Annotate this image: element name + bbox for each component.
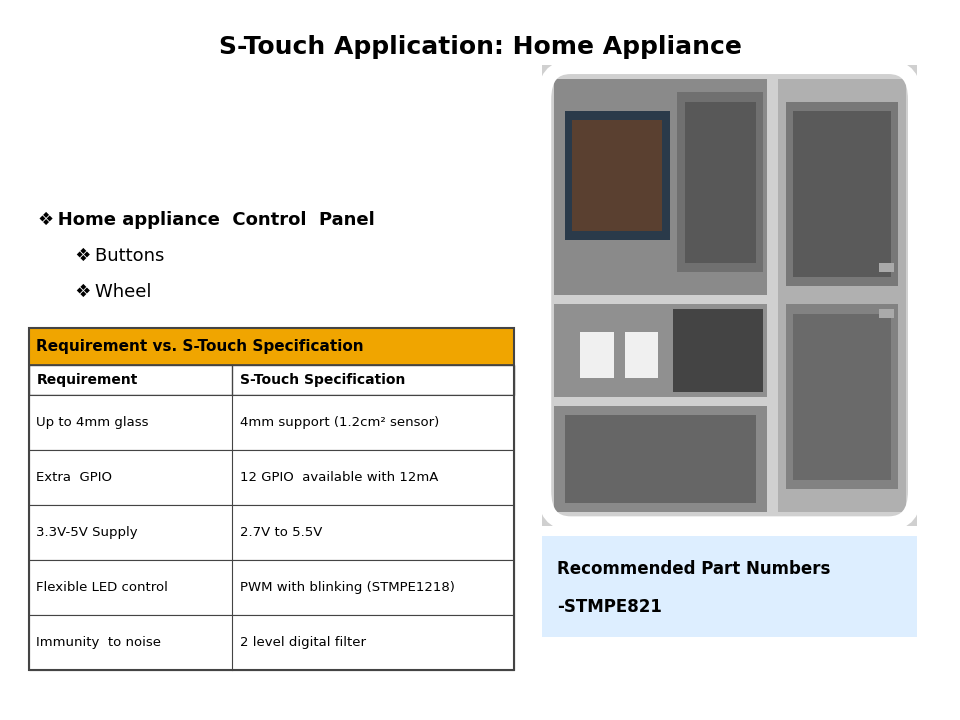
Bar	[684, 102, 756, 263]
Bar	[572, 120, 662, 230]
Text: Requirement vs. S-Touch Specification: Requirement vs. S-Touch Specification	[36, 339, 364, 354]
Bar	[785, 102, 898, 286]
Text: S-Touch Application: Home Appliance: S-Touch Application: Home Appliance	[219, 35, 741, 59]
Text: 2 level digital filter: 2 level digital filter	[240, 636, 366, 649]
Text: 3.3V-5V Supply: 3.3V-5V Supply	[36, 526, 138, 539]
FancyBboxPatch shape	[29, 365, 514, 395]
Text: Immunity  to noise: Immunity to noise	[36, 636, 161, 649]
Text: ❖ Home appliance  Control  Panel: ❖ Home appliance Control Panel	[38, 210, 375, 229]
FancyBboxPatch shape	[29, 615, 514, 670]
Text: Recommended Part Numbers: Recommended Part Numbers	[557, 559, 830, 577]
Bar	[625, 332, 659, 378]
Bar	[564, 111, 670, 240]
Bar	[554, 78, 767, 295]
FancyBboxPatch shape	[29, 328, 514, 365]
Bar	[793, 314, 891, 480]
FancyBboxPatch shape	[29, 450, 514, 505]
Text: -STMPE821: -STMPE821	[557, 598, 661, 616]
Text: Flexible LED control: Flexible LED control	[36, 581, 168, 594]
Text: S-Touch Specification: S-Touch Specification	[240, 373, 405, 387]
Text: Up to 4mm glass: Up to 4mm glass	[36, 416, 149, 429]
Bar	[779, 78, 905, 512]
Text: 2.7V to 5.5V: 2.7V to 5.5V	[240, 526, 323, 539]
Bar	[580, 332, 613, 378]
Bar	[673, 309, 763, 392]
Bar	[879, 263, 895, 272]
FancyBboxPatch shape	[29, 560, 514, 615]
Bar	[785, 305, 898, 489]
Text: ❖ Buttons: ❖ Buttons	[58, 246, 164, 264]
Text: ❖ Wheel: ❖ Wheel	[58, 282, 151, 301]
Text: Extra  GPIO: Extra GPIO	[36, 471, 112, 484]
Bar	[554, 305, 767, 397]
Text: 4mm support (1.2cm² sensor): 4mm support (1.2cm² sensor)	[240, 416, 440, 429]
Bar	[879, 309, 895, 318]
Text: 12 GPIO  available with 12mA: 12 GPIO available with 12mA	[240, 471, 439, 484]
Bar	[564, 415, 756, 503]
FancyBboxPatch shape	[29, 395, 514, 450]
FancyBboxPatch shape	[29, 505, 514, 560]
Text: Requirement: Requirement	[36, 373, 138, 387]
Bar	[793, 111, 891, 276]
FancyBboxPatch shape	[542, 536, 917, 637]
Text: PWM with blinking (STMPE1218): PWM with blinking (STMPE1218)	[240, 581, 455, 594]
Bar	[677, 92, 763, 272]
Bar	[554, 406, 767, 512]
